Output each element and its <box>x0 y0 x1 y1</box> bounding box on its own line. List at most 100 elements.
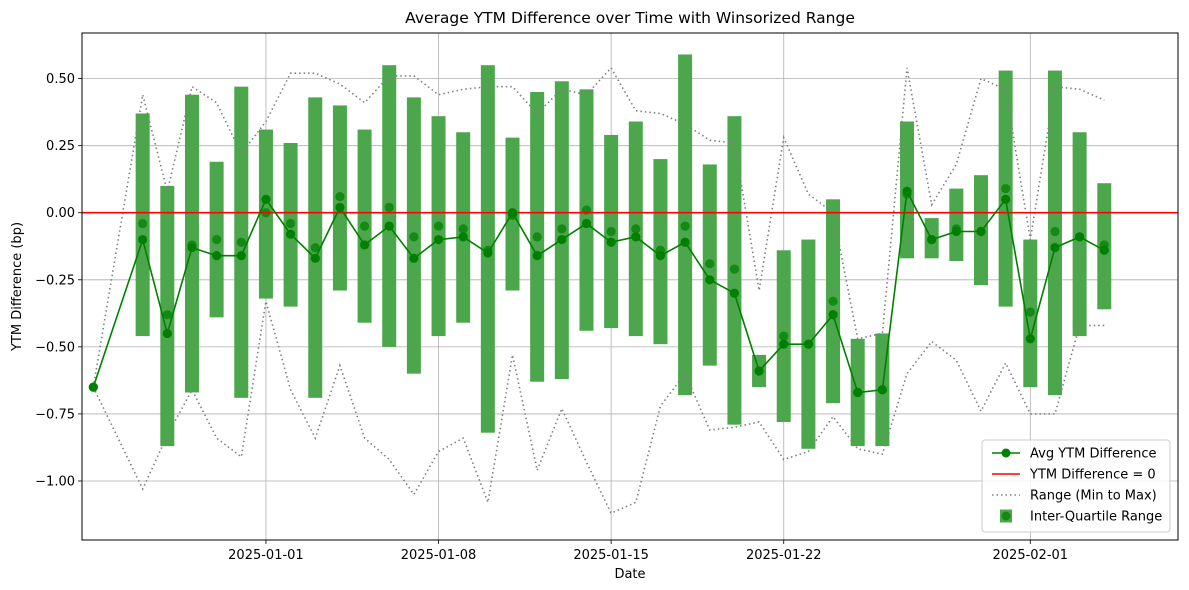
avg-point <box>705 275 715 285</box>
median-marker <box>138 218 148 229</box>
y-tick-label: 0.50 <box>46 72 75 87</box>
legend-entry-iqr: Inter-Quartile Range <box>1000 509 1162 525</box>
avg-point <box>458 232 468 242</box>
avg-point <box>927 234 937 245</box>
chart-title: Average YTM Difference over Time with Wi… <box>405 9 855 27</box>
avg-point <box>88 382 98 392</box>
avg-point <box>285 229 296 239</box>
median-marker <box>606 226 616 237</box>
avg-point <box>976 226 986 237</box>
avg-point <box>483 248 493 258</box>
y-axis: −1.00 −0.75 −0.50 −0.25 0.00 0.25 0.50 <box>35 72 82 489</box>
avg-point <box>1001 194 1011 204</box>
x-tick-label: 2025-01-08 <box>401 548 477 563</box>
range-min-line <box>92 301 1105 515</box>
legend-entry-range: Range (Min to Max) <box>992 489 1157 504</box>
x-tick-label: 2025-01-22 <box>746 548 822 563</box>
avg-point <box>557 234 567 245</box>
legend-entry-zero: YTM Difference = 0 <box>992 468 1156 483</box>
median-marker <box>1025 307 1035 317</box>
legend-box <box>981 439 1171 533</box>
legend-range-label: Range (Min to Max) <box>1030 489 1157 504</box>
median-marker <box>409 232 419 242</box>
median-marker <box>162 310 172 320</box>
avg-point <box>877 385 887 395</box>
median-marker <box>1050 226 1060 237</box>
range-lines <box>92 66 1105 515</box>
avg-point <box>779 339 789 349</box>
legend-avg-label: Avg YTM Difference <box>1030 447 1156 462</box>
avg-point <box>680 237 690 247</box>
avg-point <box>853 387 863 398</box>
avg-series <box>88 186 1109 398</box>
median-marker <box>532 232 542 242</box>
y-tick-label: −0.50 <box>35 340 75 355</box>
avg-point <box>828 310 838 320</box>
y-tick-label: −0.25 <box>35 273 75 288</box>
avg-point <box>236 251 246 261</box>
avg-point <box>729 288 740 298</box>
avg-point <box>1025 334 1035 344</box>
avg-point <box>1075 232 1085 242</box>
avg-point <box>335 202 345 212</box>
x-axis-label: Date <box>614 567 645 582</box>
avg-point <box>310 253 320 263</box>
legend-zero-label: YTM Difference = 0 <box>1029 468 1156 483</box>
median-marker <box>212 234 222 245</box>
median-marker <box>285 218 296 229</box>
x-tick-label: 2025-01-15 <box>573 548 649 563</box>
median-marker <box>557 224 567 234</box>
legend-entry-avg: Avg YTM Difference <box>992 447 1156 462</box>
y-tick-label: −0.75 <box>35 407 75 422</box>
median-marker <box>1001 183 1011 194</box>
avg-point <box>902 186 912 196</box>
median-marker <box>236 237 246 247</box>
range-max-line <box>92 66 1105 388</box>
avg-point <box>655 251 666 261</box>
avg-point <box>162 328 172 339</box>
median-marker <box>729 264 740 274</box>
avg-point <box>803 339 813 349</box>
avg-point <box>606 237 616 247</box>
plot-frame <box>81 32 1179 541</box>
median-marker <box>310 243 320 253</box>
avg-point <box>1099 245 1109 255</box>
avg-point <box>384 221 394 231</box>
avg-point <box>138 234 148 245</box>
y-axis-label: YTM Difference (bp) <box>10 222 25 352</box>
median-marker <box>433 221 444 231</box>
x-tick-label: 2025-01-01 <box>228 548 304 563</box>
median-marker <box>779 331 789 341</box>
legend-avg-marker <box>1001 448 1011 458</box>
avg-point <box>754 366 764 376</box>
median-marker <box>335 192 345 202</box>
median-marker <box>705 259 715 269</box>
x-tick-label: 2025-02-01 <box>993 548 1069 563</box>
median-marker <box>828 296 838 306</box>
y-tick-label: 0.00 <box>46 206 75 221</box>
y-tick-label: 0.25 <box>46 139 75 154</box>
avg-point <box>409 253 419 263</box>
avg-point <box>359 240 370 250</box>
legend: Avg YTM Difference YTM Difference = 0 Ra… <box>981 439 1171 533</box>
avg-point <box>581 218 592 229</box>
median-marker <box>458 224 468 234</box>
avg-point <box>532 251 542 261</box>
median-marker <box>359 221 370 231</box>
avg-point <box>631 232 641 242</box>
avg-point <box>507 208 518 218</box>
avg-point <box>187 243 197 253</box>
median-marker <box>631 224 641 234</box>
median-marker <box>680 221 690 231</box>
median-marker <box>384 202 394 212</box>
y-tick-label: −1.00 <box>35 474 75 489</box>
x-axis: 2025-01-01 2025-01-08 2025-01-15 2025-01-22… <box>228 540 1068 563</box>
legend-iqr-label: Inter-Quartile Range <box>1030 510 1162 525</box>
avg-point <box>951 226 961 237</box>
avg-point <box>261 194 271 204</box>
avg-point <box>433 234 444 245</box>
avg-point <box>1050 243 1060 253</box>
avg-point <box>212 251 222 261</box>
legend-iqr-marker <box>1001 511 1011 521</box>
